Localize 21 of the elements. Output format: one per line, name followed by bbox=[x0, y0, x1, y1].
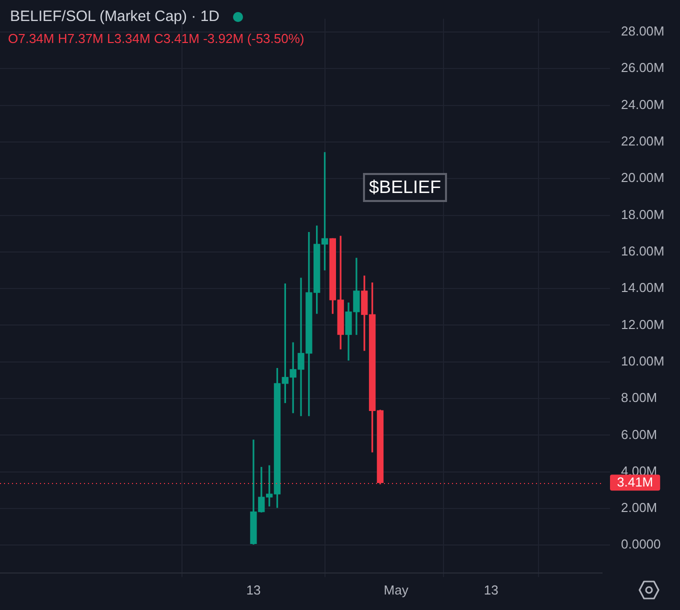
ref-line-label: 3.41M bbox=[617, 474, 654, 490]
y-tick-label: 16.00M bbox=[621, 243, 664, 258]
y-tick-label: 2.00M bbox=[621, 500, 658, 516]
text: O7.34M H7.37M L3.34M C3.41M -3.92M (-53.50%) bbox=[8, 31, 304, 46]
y-tick-label: 20.00M bbox=[621, 170, 664, 186]
y-tick-label: 28.00M bbox=[621, 24, 664, 39]
y-tick-label: 6.00M bbox=[621, 426, 658, 442]
y-tick-label: 26.00M bbox=[621, 60, 664, 76]
x-tick-label: 13 bbox=[484, 582, 498, 598]
x-tick-label: 13 bbox=[246, 582, 261, 598]
y-tick-label: 24.00M bbox=[621, 96, 664, 112]
y-tick-label: 22.00M bbox=[621, 134, 664, 149]
chart-title: BELIEF/SOL (Market Cap) · 1D bbox=[10, 8, 220, 26]
y-tick-label: 0.0000 bbox=[621, 536, 661, 552]
y-tick-label: 10.00M bbox=[621, 353, 664, 368]
y-tick-label: 12.00M bbox=[621, 316, 664, 332]
x-tick-label: May bbox=[384, 582, 409, 598]
y-tick-label: 14.00M bbox=[621, 280, 664, 296]
annotation: $BELIEF bbox=[363, 173, 448, 202]
y-tick-label: 18.00M bbox=[621, 206, 664, 222]
y-tick-label: 8.00M bbox=[621, 390, 658, 406]
